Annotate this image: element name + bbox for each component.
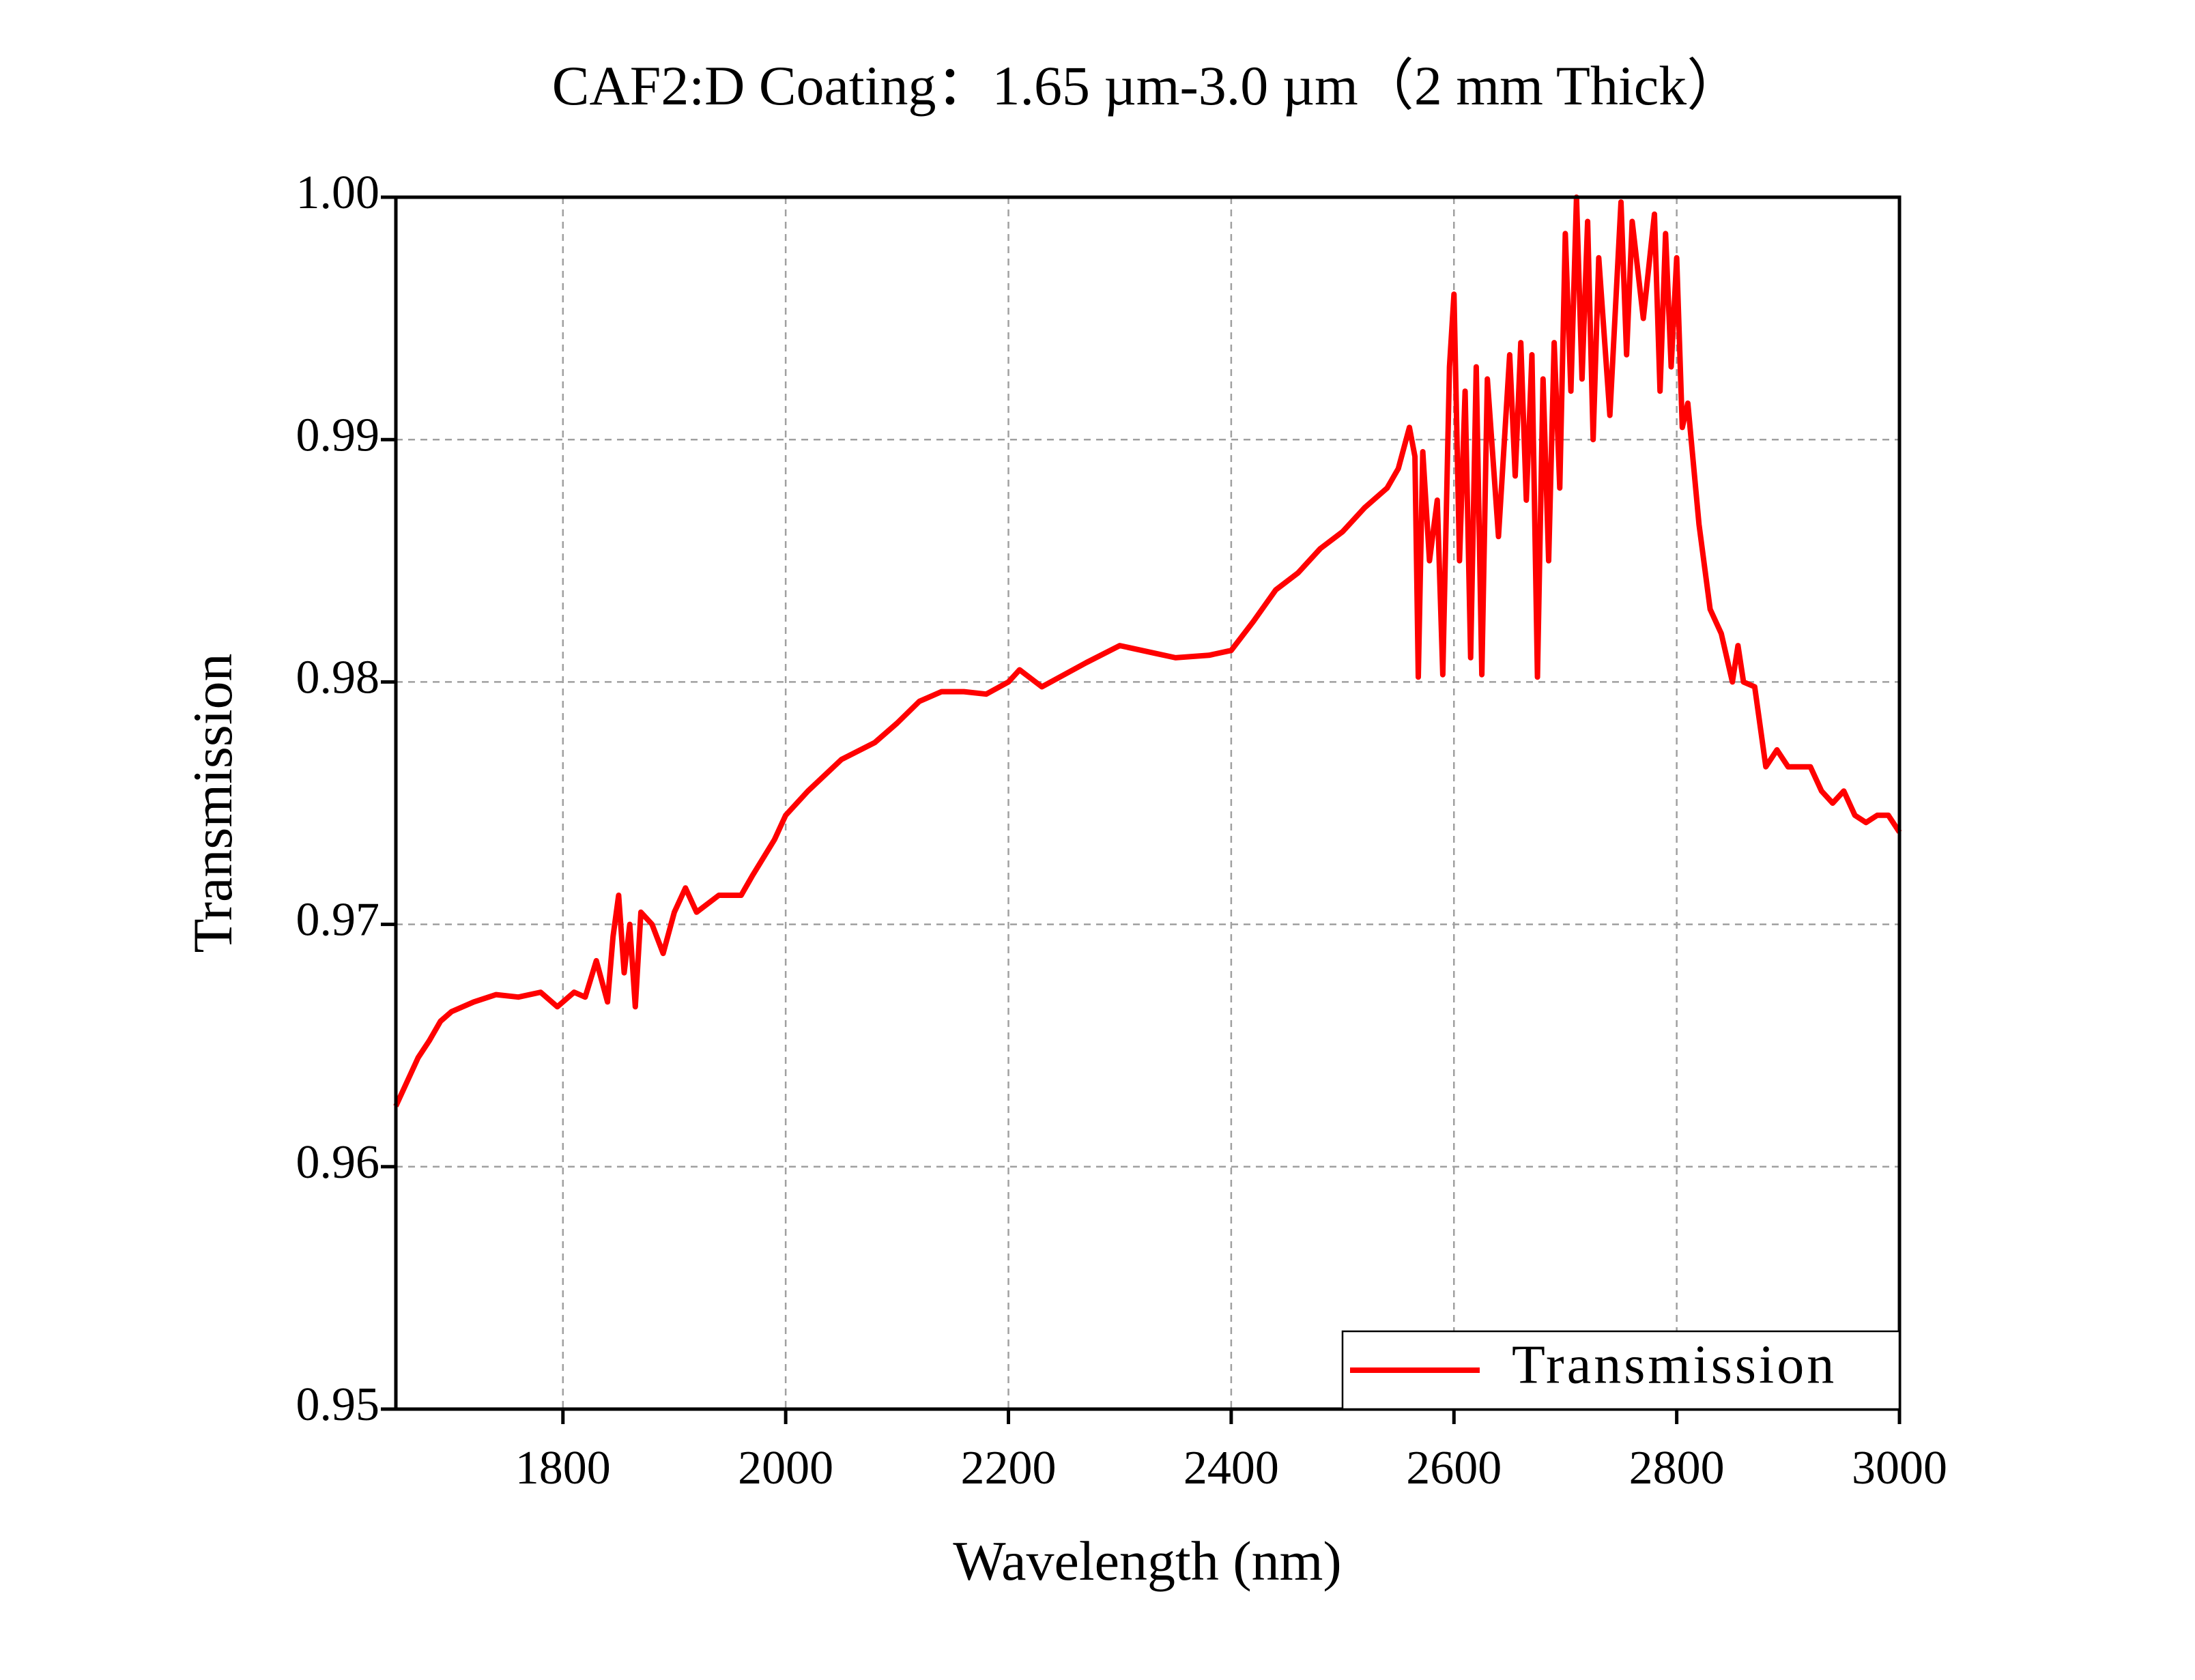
legend-label: Transmission bbox=[1512, 1335, 1837, 1395]
x-tick-label: 2200 bbox=[961, 1442, 1057, 1494]
x-tick-label: 2000 bbox=[738, 1442, 833, 1494]
chart-title: CAF2:D Coating：1.65 µm-3.0 µm（2 mm Thick… bbox=[552, 55, 1742, 117]
x-tick-label: 1800 bbox=[515, 1442, 611, 1494]
y-tick-label: 0.97 bbox=[296, 894, 380, 946]
y-tick-label: 0.96 bbox=[296, 1136, 380, 1189]
plot-frame bbox=[394, 195, 1902, 1411]
y-axis-label: Transmission bbox=[182, 654, 244, 953]
y-tick-label: 0.98 bbox=[296, 651, 380, 704]
x-tick-label: 2800 bbox=[1629, 1442, 1725, 1494]
x-tick-label: 3000 bbox=[1852, 1442, 1947, 1494]
y-tick-label: 0.95 bbox=[296, 1378, 380, 1431]
data-line bbox=[393, 194, 1902, 1107]
y-tick-label: 0.99 bbox=[296, 409, 380, 461]
x-axis-label: Wavelength (nm) bbox=[953, 1530, 1341, 1592]
x-tick-label: 2400 bbox=[1183, 1442, 1279, 1494]
x-tick-label: 2600 bbox=[1406, 1442, 1502, 1494]
y-tick-label: 1.00 bbox=[296, 166, 380, 219]
